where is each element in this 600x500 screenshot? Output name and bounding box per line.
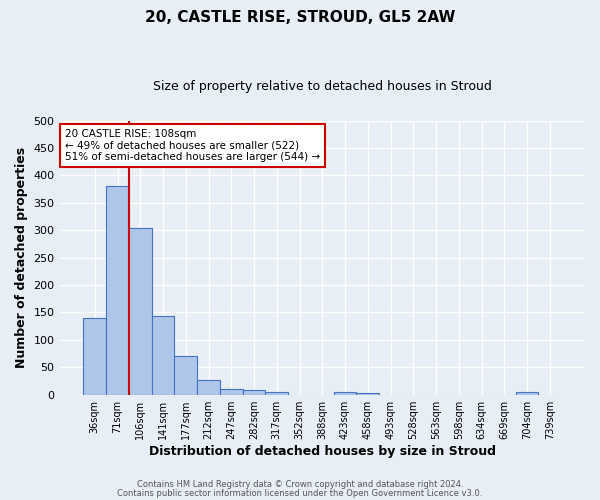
Bar [152,316,175,394]
Bar [356,392,379,394]
Bar [106,186,129,394]
Text: Contains HM Land Registry data © Crown copyright and database right 2024.: Contains HM Land Registry data © Crown c… [137,480,463,489]
Bar [515,392,538,394]
Text: 20 CASTLE RISE: 108sqm
← 49% of detached houses are smaller (522)
51% of semi-de: 20 CASTLE RISE: 108sqm ← 49% of detached… [65,129,320,162]
Bar [265,392,288,394]
Bar [220,389,242,394]
Bar [334,392,356,394]
Y-axis label: Number of detached properties: Number of detached properties [15,147,28,368]
Bar [175,356,197,395]
Bar [83,318,106,394]
Bar [129,228,152,394]
Text: 20, CASTLE RISE, STROUD, GL5 2AW: 20, CASTLE RISE, STROUD, GL5 2AW [145,10,455,25]
X-axis label: Distribution of detached houses by size in Stroud: Distribution of detached houses by size … [149,444,496,458]
Text: Contains public sector information licensed under the Open Government Licence v3: Contains public sector information licen… [118,490,482,498]
Bar [242,390,265,394]
Title: Size of property relative to detached houses in Stroud: Size of property relative to detached ho… [153,80,492,93]
Bar [197,380,220,394]
